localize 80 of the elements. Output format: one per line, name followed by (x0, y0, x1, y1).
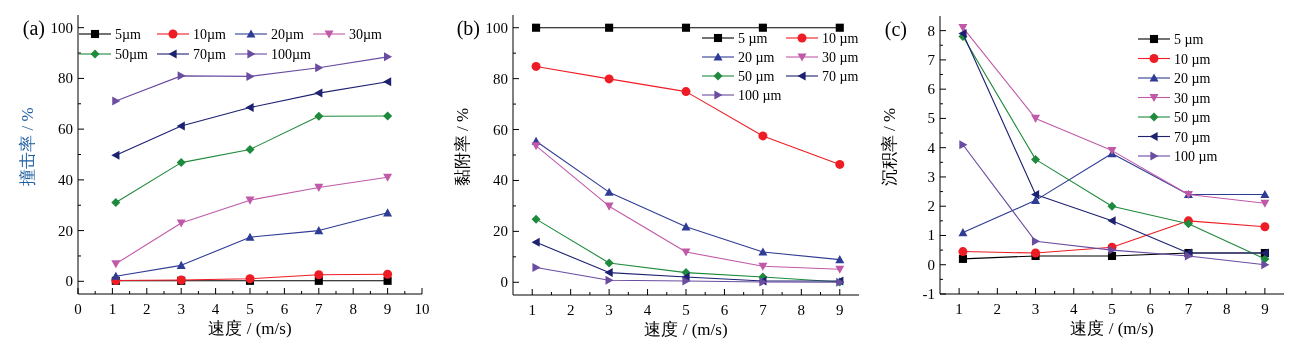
legend-label: 100µm (271, 47, 312, 62)
y-tick-label: 80 (493, 70, 508, 87)
legend-label: 30 µm (1174, 90, 1211, 106)
legend-label: 10µm (193, 27, 227, 42)
x-tick-label: 5 (682, 302, 690, 318)
legend-label: 10 µm (1174, 51, 1211, 67)
y-axis-title: 撞击率 / % (18, 107, 37, 186)
y-tick-label: 20 (58, 222, 73, 239)
legend-label: 70 µm (822, 69, 859, 84)
x-tick-label: 2 (143, 301, 151, 317)
y-tick-label: 60 (58, 121, 73, 138)
x-tick-label: 7 (759, 302, 768, 318)
legend-label: 70 µm (1174, 129, 1211, 145)
x-tick-label: 4 (1070, 301, 1079, 317)
x-tick-label: 1 (108, 301, 117, 317)
x-axis-title: 速度 / (m/s) (208, 319, 292, 338)
legend-label: 20 µm (1174, 71, 1211, 86)
chart-title: (b) (456, 17, 480, 40)
x-tick-label: 8 (1222, 301, 1231, 317)
x-tick-label: 5 (1108, 301, 1116, 317)
x-tick-label: 8 (349, 301, 357, 317)
x-tick-label: 3 (177, 301, 185, 317)
x-tick-label: 6 (1146, 301, 1155, 317)
legend-label: 70µm (193, 47, 227, 62)
x-tick-label: 9 (836, 302, 844, 318)
x-tick-label: 10 (414, 301, 430, 317)
y-tick-label: 5 (927, 110, 935, 127)
x-tick-label: 2 (993, 301, 1002, 317)
legend-label: 10 µm (822, 31, 859, 46)
y-tick-label: 4 (927, 139, 936, 156)
x-tick-label: 9 (383, 301, 392, 317)
y-axis-title: 沉积率 / % (880, 107, 899, 187)
legend-label: 50 µm (738, 69, 775, 84)
x-axis-title: 速度 / (m/s) (644, 320, 728, 339)
x-tick-label: 6 (280, 301, 289, 317)
y-tick-label: 1 (927, 227, 935, 244)
y-tick-label: 40 (58, 171, 73, 188)
y-tick-label: 7 (927, 51, 936, 68)
y-tick-label: -1 (922, 286, 935, 302)
legend-label: 50µm (115, 47, 149, 62)
legend-label: 5 µm (738, 31, 768, 46)
x-tick-label: 2 (566, 302, 575, 318)
y-axis-title: 黏附率 / % (453, 107, 472, 187)
legend-label: 100 µm (1174, 149, 1218, 164)
legend-label: 5 µm (1174, 32, 1204, 47)
legend-label: 30µm (349, 27, 383, 42)
y-tick-label: 100 (485, 19, 508, 36)
x-tick-label: 3 (1031, 301, 1040, 317)
y-tick-label: 6 (927, 81, 936, 98)
legend-label: 30 µm (822, 50, 859, 65)
legend-label: 5µm (115, 27, 142, 42)
x-tick-label: 6 (720, 302, 729, 318)
x-tick-label: 5 (246, 301, 254, 317)
y-tick-label: 3 (927, 168, 935, 185)
y-tick-label: 80 (58, 70, 73, 87)
x-tick-label: 7 (315, 301, 324, 317)
x-tick-label: 7 (1184, 301, 1193, 317)
x-tick-label: 4 (211, 301, 220, 317)
legend-label: 20µm (271, 27, 305, 42)
x-tick-label: 8 (797, 302, 806, 318)
y-tick-label: 2 (927, 198, 935, 215)
x-tick-label: 9 (1261, 301, 1269, 317)
x-tick-label: 1 (528, 302, 536, 318)
y-tick-label: 0 (65, 273, 73, 290)
y-tick-label: 8 (927, 22, 935, 39)
chart-title: (c) (884, 18, 907, 41)
y-tick-label: 0 (927, 256, 935, 273)
x-tick-label: 4 (643, 302, 652, 318)
x-tick-label: 1 (955, 301, 963, 317)
y-tick-label: 0 (500, 274, 508, 291)
legend-label: 50 µm (1174, 110, 1211, 125)
legend-label: 20 µm (738, 50, 775, 65)
chart-title: (a) (22, 17, 45, 40)
y-tick-label: 100 (50, 19, 73, 36)
x-tick-label: 3 (605, 302, 613, 318)
y-tick-label: 20 (493, 223, 508, 240)
y-tick-label: 60 (493, 121, 508, 138)
x-axis-title: 速度 / (m/s) (1070, 319, 1154, 338)
legend-label: 100 µm (738, 88, 782, 103)
y-tick-label: 40 (493, 172, 508, 189)
